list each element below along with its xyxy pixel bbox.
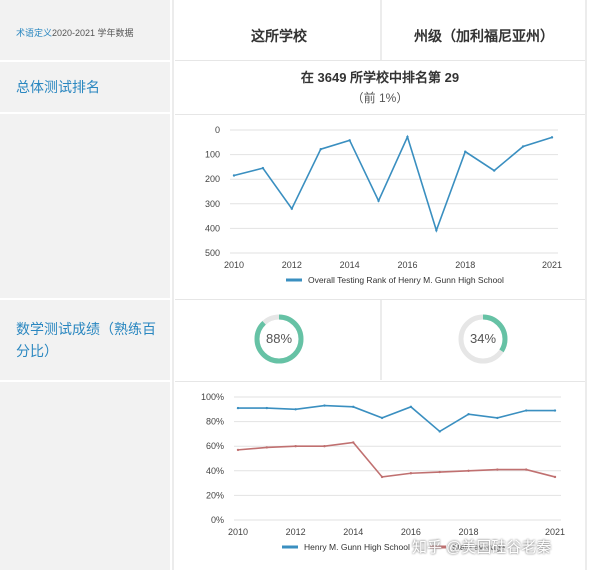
math-chart-left-cell <box>0 382 170 570</box>
data-point <box>323 404 326 407</box>
math-col-divider <box>380 300 382 380</box>
data-point <box>550 136 554 139</box>
data-point <box>464 150 467 153</box>
data-point <box>496 468 499 471</box>
row-divider <box>175 60 585 61</box>
data-point <box>290 207 294 210</box>
row-divider <box>175 299 585 300</box>
watermark: 知乎 @美国硅谷老秦 <box>412 539 552 556</box>
data-point <box>261 166 265 170</box>
year-label: 2020-2021 学年数据 <box>52 28 134 38</box>
state-column-header: 州级（加利福尼亚州） <box>414 28 554 44</box>
header-note: 术语定义2020-2021 学年数据 <box>16 26 134 39</box>
school-math-value: 88% <box>265 331 293 346</box>
x-tick-label: 2010 <box>224 260 244 270</box>
rank-headline: 在 3649 所学校中排名第 29 <box>300 70 460 85</box>
x-tick-label: 2010 <box>228 527 248 537</box>
rank-section-label: 总体测试排名 <box>16 79 100 95</box>
x-tick-label: 2012 <box>286 527 306 537</box>
legend-label: Henry M. Gunn High School <box>304 542 410 552</box>
x-tick-label: 2016 <box>401 527 421 537</box>
data-point <box>352 441 355 444</box>
y-tick-label: 100% <box>201 392 224 402</box>
row-divider <box>175 114 585 115</box>
data-point <box>467 413 470 416</box>
data-point <box>438 430 441 433</box>
data-point <box>377 199 380 203</box>
y-tick-label: 100 <box>205 150 220 160</box>
data-point <box>380 475 384 479</box>
math-chart: 100% 80% 60% 40% 20% 0% 2010 2012 2014 2016 2018 20… <box>201 392 565 552</box>
series-line-0 <box>233 134 553 233</box>
y-tick-label: 0 <box>215 125 220 135</box>
definitions-link[interactable]: 术语定义 <box>16 28 53 38</box>
y-tick-label: 400 <box>205 223 220 233</box>
x-tick-label: 2021 <box>545 527 565 537</box>
y-tick-label: 300 <box>205 199 220 209</box>
data-point <box>553 475 557 479</box>
data-point <box>435 229 438 232</box>
data-point <box>524 409 528 412</box>
row-divider <box>175 381 585 382</box>
y-tick-label: 200 <box>205 174 220 184</box>
data-point <box>438 470 441 474</box>
data-point <box>265 446 269 449</box>
data-point <box>294 445 297 448</box>
x-tick-label: 2018 <box>459 527 479 537</box>
rank-chart-left-cell <box>0 114 170 298</box>
data-point <box>521 145 525 148</box>
data-point <box>524 468 528 471</box>
data-point <box>409 472 413 475</box>
x-tick-label: 2012 <box>282 260 302 270</box>
x-tick-label: 2016 <box>397 260 417 270</box>
series-line-1 <box>237 441 556 478</box>
data-point <box>496 416 499 420</box>
data-point <box>323 445 326 448</box>
math-section-label: 数学测试成绩（熟练百分比） <box>16 321 156 359</box>
school-math-donut <box>254 314 304 364</box>
data-point <box>236 448 240 452</box>
school-column-header: 这所学校 <box>251 28 307 44</box>
data-point <box>492 169 496 172</box>
y-tick-label: 20% <box>206 490 224 500</box>
data-point <box>406 135 409 139</box>
legend-label: Overall Testing Rank of Henry M. Gunn Hi… <box>308 275 504 285</box>
x-tick-label: 2014 <box>340 260 360 270</box>
state-math-value: 34% <box>469 331 497 346</box>
rank-chart: 0 100 200 300 400 500 2010 2012 2014 2016 2018 2021… <box>205 125 562 285</box>
state-math-donut <box>458 314 508 364</box>
header-col-divider <box>380 0 382 60</box>
x-tick-label: 2018 <box>455 260 475 270</box>
rank-percentile: （前 1%） <box>351 91 409 105</box>
column-divider <box>172 0 174 570</box>
data-point <box>319 147 322 151</box>
data-point <box>348 139 351 142</box>
math-label-cell: 数学测试成绩（熟练百分比） <box>0 300 170 380</box>
data-point <box>467 469 470 472</box>
y-tick-label: 80% <box>206 417 224 427</box>
legend-label: State average <box>452 542 505 552</box>
data-point <box>236 406 240 410</box>
data-point <box>352 405 355 409</box>
y-tick-label: 0% <box>211 515 224 525</box>
rank-label-cell: 总体测试排名 <box>0 62 170 112</box>
x-tick-label: 2021 <box>542 260 562 270</box>
data-point <box>553 409 557 412</box>
data-point <box>380 416 384 420</box>
data-point <box>294 408 297 411</box>
donut-fill <box>254 314 304 364</box>
x-tick-label: 2014 <box>343 527 363 537</box>
data-point <box>265 406 269 410</box>
header-left-cell <box>0 0 170 60</box>
right-edge-divider <box>585 0 587 570</box>
y-tick-label: 60% <box>206 441 224 451</box>
series-line-0 <box>238 404 555 433</box>
data-point <box>232 174 236 177</box>
donut-fill <box>458 314 508 364</box>
y-tick-label: 500 <box>205 248 220 258</box>
data-point <box>409 405 413 409</box>
y-tick-label: 40% <box>206 466 224 476</box>
